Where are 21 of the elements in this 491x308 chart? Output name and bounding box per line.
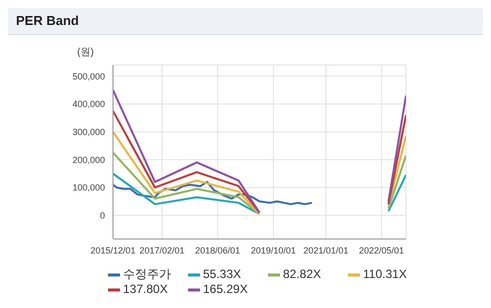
x-tick-label: 2019/10/01 [250, 245, 296, 256]
legend-label: 110.31X [362, 267, 408, 282]
y-tick-label: 100,000 [72, 182, 105, 193]
chart-title: PER Band [8, 8, 483, 35]
legend-label: 137.80X [122, 282, 169, 297]
legend-label: 165.29X [202, 282, 249, 297]
y-axis-title: (원) [77, 47, 94, 58]
x-tick-label: 2017/02/01 [140, 245, 185, 256]
legend-label: 82.82X [282, 267, 322, 282]
x-tick-label: 2021/01/01 [303, 245, 348, 256]
y-tick-label: 500,000 [72, 71, 105, 82]
line-series [113, 180, 313, 206]
y-tick-label: 0 [100, 210, 105, 221]
x-tick-label: 2018/06/01 [195, 245, 240, 256]
x-tick-label: 2015/12/01 [90, 245, 136, 256]
x-tick-label: 2022/05/01 [358, 245, 404, 256]
legend-label: 수정주가 [122, 267, 172, 282]
y-tick-label: 200,000 [72, 154, 105, 165]
legend-label: 55.33X [202, 267, 242, 282]
y-tick-label: 400,000 [72, 99, 105, 110]
y-tick-label: 300,000 [72, 127, 105, 138]
